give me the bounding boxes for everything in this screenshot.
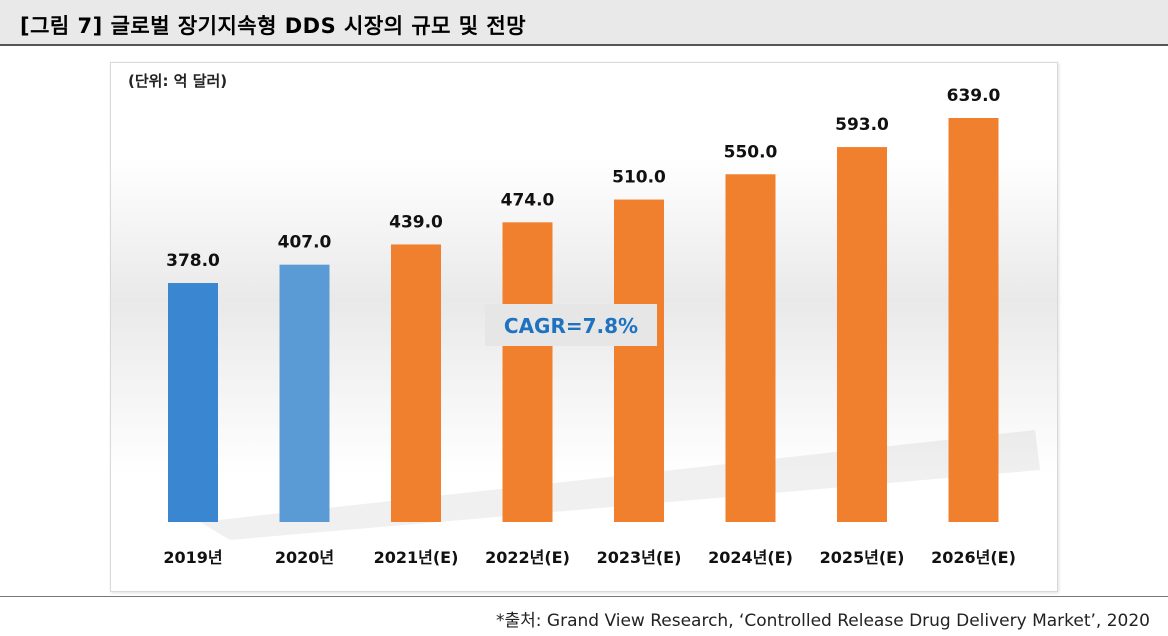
bar-4 [614,199,664,522]
figure-title: [그림 7] 글로벌 장기지속형 DDS 시장의 규모 및 전망 [20,14,527,38]
value-label-7: 639.0 [947,86,1001,106]
value-label-5: 550.0 [724,142,778,162]
bar-3 [502,222,553,522]
category-label-1: 2020년 [275,548,334,567]
category-label-5: 2024년(E) [708,548,793,567]
category-label-0: 2019년 [163,548,222,567]
source-divider [0,596,1168,597]
category-label-3: 2022년(E) [485,548,570,567]
value-label-6: 593.0 [835,115,889,135]
category-label-7: 2026년(E) [931,548,1016,567]
bar-7 [948,118,999,522]
bar-2 [391,244,441,522]
bar-1 [279,264,330,522]
bar-6 [837,147,887,522]
category-label-2: 2021년(E) [374,548,459,567]
category-label-6: 2025년(E) [820,548,905,567]
bar-0 [168,283,218,522]
cagr-box [485,304,657,346]
cagr-annotation: CAGR=7.8% [504,314,638,338]
value-label-0: 378.0 [166,251,220,271]
value-label-1: 407.0 [278,233,332,253]
unit-label: (단위: 억 달러) [128,72,228,90]
category-label-4: 2023년(E) [597,548,682,567]
bar-5 [725,174,776,522]
source-note: *출처: Grand View Research, ‘Controlled Re… [496,611,1150,631]
title-bar: [그림 7] 글로벌 장기지속형 DDS 시장의 규모 및 전망 [0,0,1168,46]
value-label-4: 510.0 [612,168,666,188]
value-label-3: 474.0 [501,190,555,210]
value-label-2: 439.0 [389,212,443,232]
